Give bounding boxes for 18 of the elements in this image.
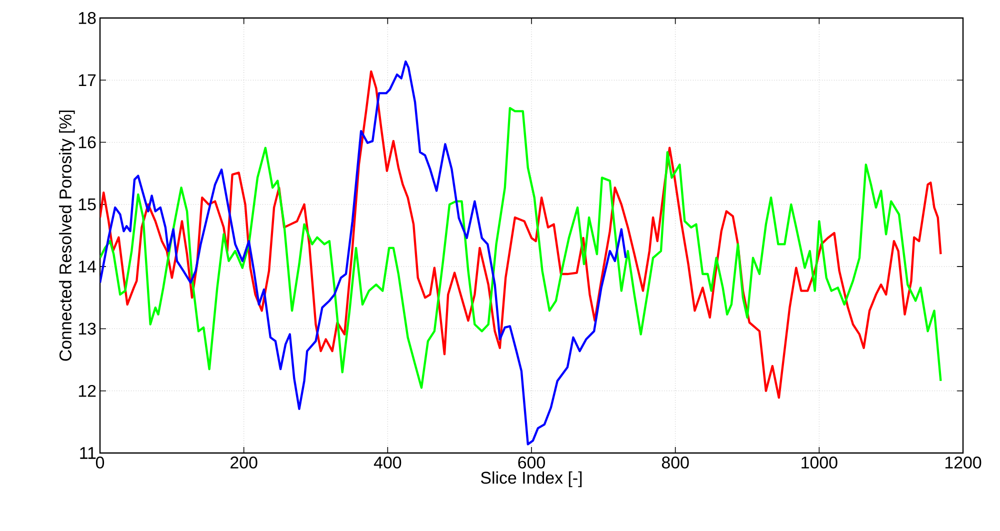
y-tick-label: 16: [78, 136, 96, 148]
y-tick-label: 12: [78, 384, 96, 397]
x-tick-label: 0: [96, 456, 104, 469]
x-tick-label: 400: [374, 456, 402, 469]
x-axis-title: Slice Index [-]: [480, 471, 582, 488]
y-tick-label: 18: [78, 12, 96, 24]
y-axis-title: Connected Resolved Porosity [%]: [59, 110, 75, 361]
line-series: [100, 60, 627, 446]
x-tick-label: 1000: [802, 456, 838, 469]
x-tick-label: 800: [662, 456, 689, 469]
x-tick-label: 1200: [945, 456, 982, 469]
y-tick-label: 11: [80, 447, 96, 459]
x-tick-label: 200: [230, 456, 258, 469]
x-tick-label: 600: [518, 456, 545, 469]
y-tick-label: 15: [78, 198, 96, 210]
y-tick-label: 13: [78, 322, 96, 335]
y-tick-label: 14: [78, 260, 96, 272]
y-tick-label: 17: [78, 74, 96, 86]
